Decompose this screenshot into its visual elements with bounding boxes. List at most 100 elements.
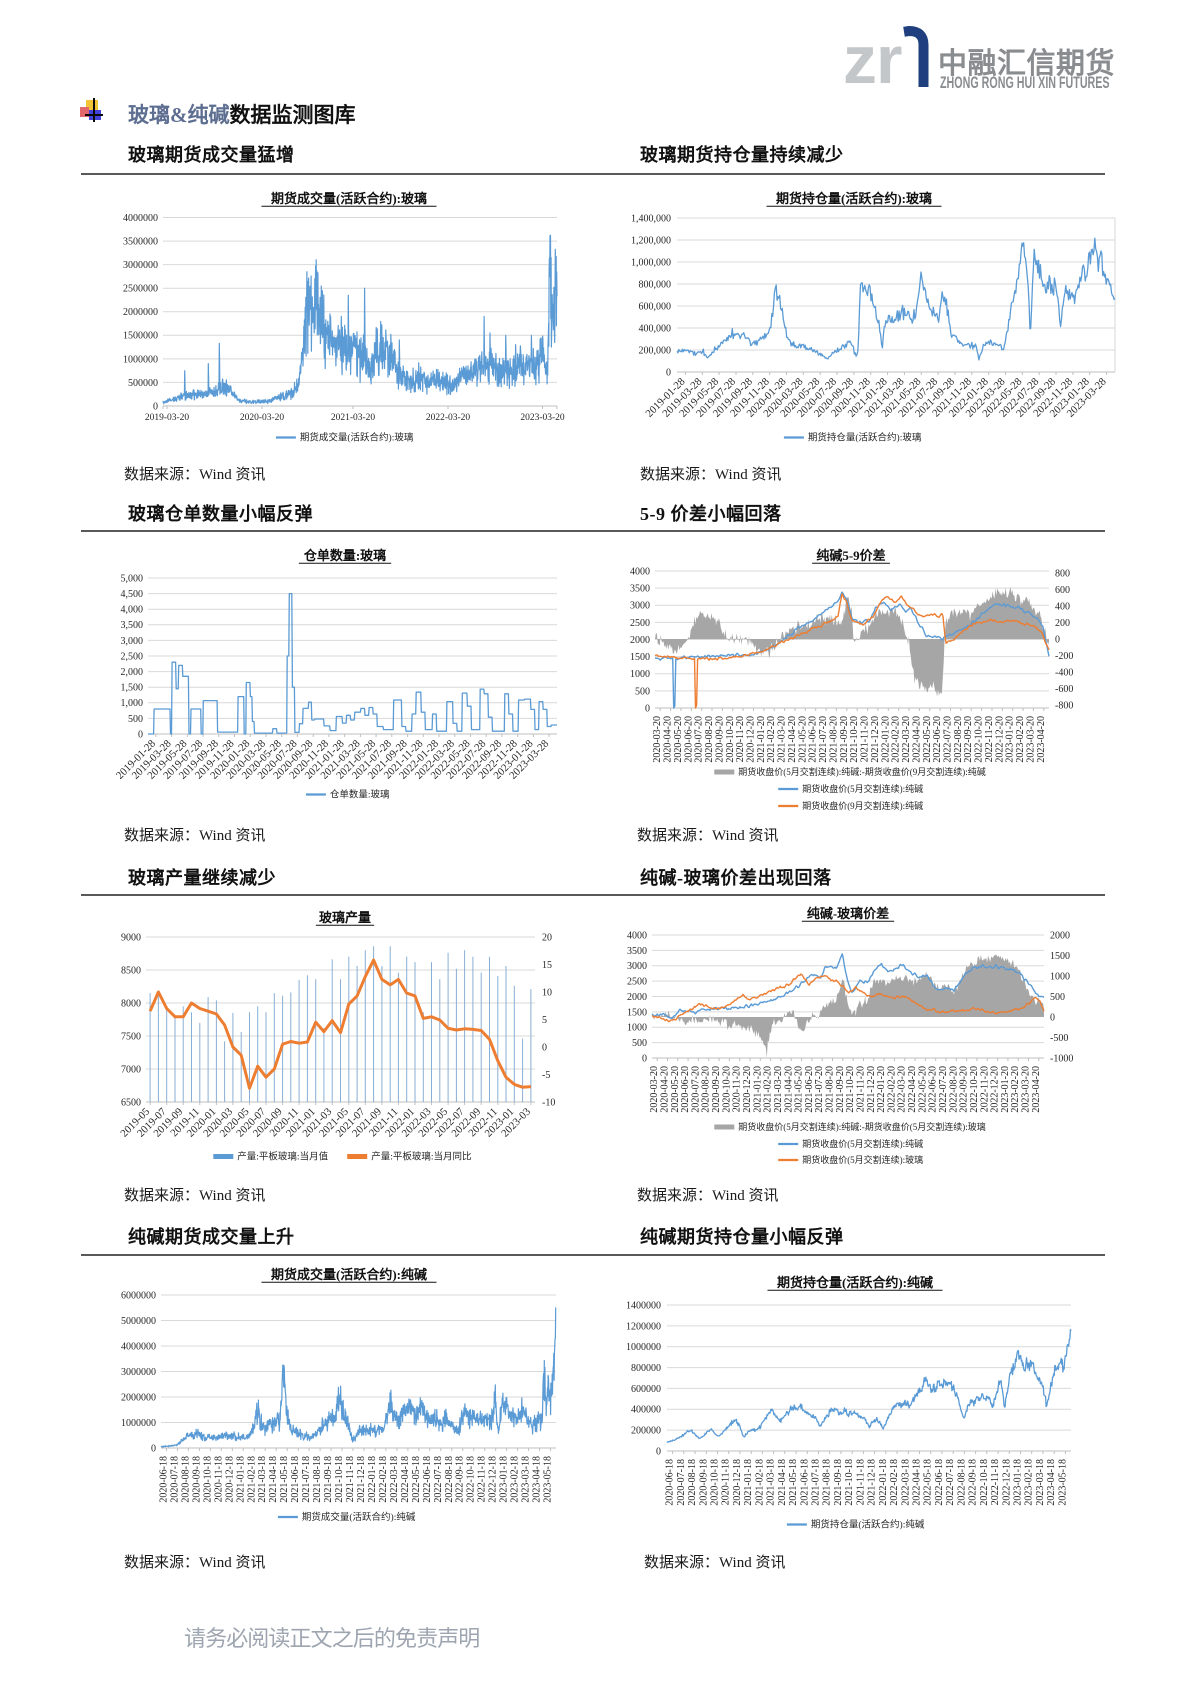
svg-text:2021-12-18: 2021-12-18 bbox=[867, 1459, 878, 1506]
svg-text:2023-05-18: 2023-05-18 bbox=[543, 1456, 554, 1503]
svg-text:1,000: 1,000 bbox=[121, 698, 144, 709]
svg-text:2022-07-20: 2022-07-20 bbox=[943, 716, 954, 763]
svg-text:2020-07-18: 2020-07-18 bbox=[676, 1459, 687, 1506]
svg-text:期货成交量(活跃合约):纯碱: 期货成交量(活跃合约):纯碱 bbox=[302, 1511, 416, 1523]
svg-text:600: 600 bbox=[1055, 585, 1070, 596]
svg-text:期货持仓量(活跃合约):玻璃: 期货持仓量(活跃合约):玻璃 bbox=[776, 191, 932, 206]
svg-text:2023-01-20: 2023-01-20 bbox=[1005, 716, 1016, 763]
svg-text:2023-04-20: 2023-04-20 bbox=[1036, 716, 1047, 763]
svg-text:2021-07-18: 2021-07-18 bbox=[811, 1459, 822, 1506]
svg-text:0: 0 bbox=[151, 1443, 156, 1454]
svg-text:期货成交量(活跃合约):玻璃: 期货成交量(活跃合约):玻璃 bbox=[271, 191, 427, 206]
svg-text:-1000: -1000 bbox=[1050, 1053, 1073, 1064]
svg-text:2022-05-18: 2022-05-18 bbox=[923, 1459, 934, 1506]
svg-text:3000000: 3000000 bbox=[121, 1367, 156, 1378]
svg-text:1500000: 1500000 bbox=[123, 331, 158, 342]
svg-text:-800: -800 bbox=[1055, 700, 1073, 711]
svg-text:2023-03-20: 2023-03-20 bbox=[1021, 1066, 1032, 1113]
svg-text:2021-05-20: 2021-05-20 bbox=[794, 1066, 805, 1113]
svg-text:2020-12-18: 2020-12-18 bbox=[224, 1456, 235, 1503]
svg-text:2022-03-18: 2022-03-18 bbox=[900, 1459, 911, 1506]
svg-text:2023-04-18: 2023-04-18 bbox=[1046, 1459, 1057, 1506]
svg-text:0: 0 bbox=[153, 401, 158, 412]
svg-text:4000000: 4000000 bbox=[123, 213, 158, 224]
svg-text:2021-03-18: 2021-03-18 bbox=[766, 1459, 777, 1506]
svg-text:1,400,000: 1,400,000 bbox=[631, 213, 671, 224]
svg-text:0: 0 bbox=[138, 729, 143, 740]
svg-text:1000000: 1000000 bbox=[123, 354, 158, 365]
svg-text:2021-06-20: 2021-06-20 bbox=[808, 716, 819, 763]
svg-text:2000000: 2000000 bbox=[123, 307, 158, 318]
svg-text:2022-04-20: 2022-04-20 bbox=[911, 716, 922, 763]
svg-text:2021-04-20: 2021-04-20 bbox=[783, 1066, 794, 1113]
svg-text:2022-06-18: 2022-06-18 bbox=[422, 1456, 433, 1503]
svg-text:4000: 4000 bbox=[630, 566, 650, 577]
svg-text:-500: -500 bbox=[1050, 1033, 1068, 1044]
svg-text:0: 0 bbox=[656, 1446, 661, 1457]
svg-text:产量:平板玻璃:当月值: 产量:平板玻璃:当月值 bbox=[237, 1151, 328, 1163]
svg-text:2022-09-20: 2022-09-20 bbox=[963, 716, 974, 763]
svg-text:2022-02-18: 2022-02-18 bbox=[378, 1456, 389, 1503]
svg-text:-400: -400 bbox=[1055, 667, 1073, 678]
svg-text:期货成交量(活跃合约):纯碱: 期货成交量(活跃合约):纯碱 bbox=[271, 1267, 427, 1282]
svg-text:2022-08-18: 2022-08-18 bbox=[444, 1456, 455, 1503]
svg-text:仓单数量:玻璃: 仓单数量:玻璃 bbox=[330, 789, 390, 801]
svg-text:3,500: 3,500 bbox=[121, 620, 144, 631]
svg-text:2021-12-18: 2021-12-18 bbox=[356, 1456, 367, 1503]
svg-text:2,500: 2,500 bbox=[121, 651, 144, 662]
svg-text:2021-01-20: 2021-01-20 bbox=[756, 716, 767, 763]
svg-text:2021-11-18: 2021-11-18 bbox=[345, 1456, 356, 1502]
svg-text:2022-07-20: 2022-07-20 bbox=[938, 1066, 949, 1113]
svg-text:2021-06-18: 2021-06-18 bbox=[799, 1459, 810, 1506]
svg-text:2022-03-18: 2022-03-18 bbox=[389, 1456, 400, 1503]
svg-text:纯碱-玻璃价差: 纯碱-玻璃价差 bbox=[807, 906, 889, 921]
svg-text:2021-04-18: 2021-04-18 bbox=[268, 1456, 279, 1503]
svg-text:3500: 3500 bbox=[630, 584, 650, 595]
svg-text:200000: 200000 bbox=[631, 1426, 661, 1437]
svg-text:玻璃产量: 玻璃产量 bbox=[319, 910, 371, 925]
svg-text:2022-11-20: 2022-11-20 bbox=[984, 716, 995, 762]
svg-text:2020-09-18: 2020-09-18 bbox=[698, 1459, 709, 1506]
svg-text:2022-03-20: 2022-03-20 bbox=[897, 1066, 908, 1113]
svg-text:3000: 3000 bbox=[627, 961, 647, 972]
svg-text:2020-05-20: 2020-05-20 bbox=[673, 716, 684, 763]
svg-text:200: 200 bbox=[1055, 618, 1070, 629]
svg-text:2022-08-18: 2022-08-18 bbox=[956, 1459, 967, 1506]
svg-text:2021-09-18: 2021-09-18 bbox=[323, 1456, 334, 1503]
svg-text:2020-12-18: 2020-12-18 bbox=[732, 1459, 743, 1506]
svg-text:2022-12-18: 2022-12-18 bbox=[1001, 1459, 1012, 1506]
svg-text:6000000: 6000000 bbox=[121, 1290, 156, 1301]
svg-text:2023-02-18: 2023-02-18 bbox=[510, 1456, 521, 1503]
svg-text:2021-03-20: 2021-03-20 bbox=[331, 413, 376, 423]
svg-text:2020-08-18: 2020-08-18 bbox=[180, 1456, 191, 1503]
svg-text:期货收盘价(5月交割连续):纯碱:-期货收盘价(9月交割连续: 期货收盘价(5月交割连续):纯碱:-期货收盘价(9月交割连续):纯碱 bbox=[738, 766, 986, 777]
svg-text:1000: 1000 bbox=[1050, 971, 1070, 982]
svg-text:-10: -10 bbox=[542, 1097, 555, 1108]
svg-text:2020-10-18: 2020-10-18 bbox=[202, 1456, 213, 1503]
svg-text:2021-01-20: 2021-01-20 bbox=[752, 1066, 763, 1113]
svg-text:2020-03-20: 2020-03-20 bbox=[240, 413, 285, 423]
svg-text:2020-12-20: 2020-12-20 bbox=[742, 1066, 753, 1113]
svg-text:2020-05-20: 2020-05-20 bbox=[670, 1066, 681, 1113]
svg-text:2,000: 2,000 bbox=[121, 667, 144, 678]
svg-text:2020-10-18: 2020-10-18 bbox=[710, 1459, 721, 1506]
svg-text:-200: -200 bbox=[1055, 651, 1073, 662]
svg-text:2020-11-20: 2020-11-20 bbox=[732, 1066, 743, 1112]
svg-text:2022-09-18: 2022-09-18 bbox=[968, 1459, 979, 1506]
svg-text:2022-05-20: 2022-05-20 bbox=[922, 716, 933, 763]
svg-text:2020-06-18: 2020-06-18 bbox=[159, 1456, 170, 1503]
svg-text:-5: -5 bbox=[542, 1070, 550, 1081]
svg-text:2020-07-20: 2020-07-20 bbox=[694, 716, 705, 763]
svg-text:2023-01-18: 2023-01-18 bbox=[1013, 1459, 1024, 1506]
svg-text:2022-10-20: 2022-10-20 bbox=[974, 716, 985, 763]
svg-text:2022-05-20: 2022-05-20 bbox=[917, 1066, 928, 1113]
svg-text:500: 500 bbox=[1050, 992, 1065, 1003]
svg-text:2020-10-20: 2020-10-20 bbox=[721, 1066, 732, 1113]
svg-text:2022-02-20: 2022-02-20 bbox=[886, 1066, 897, 1113]
svg-text:20: 20 bbox=[542, 932, 552, 943]
svg-text:1500: 1500 bbox=[1050, 951, 1070, 962]
svg-text:2021-10-20: 2021-10-20 bbox=[845, 1066, 856, 1113]
svg-text:500: 500 bbox=[635, 686, 650, 697]
svg-text:2022-10-18: 2022-10-18 bbox=[466, 1456, 477, 1503]
svg-text:2022-01-18: 2022-01-18 bbox=[367, 1456, 378, 1503]
